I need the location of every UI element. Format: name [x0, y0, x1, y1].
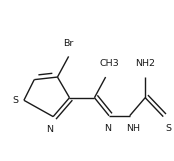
Text: S: S: [166, 124, 172, 133]
Text: N: N: [46, 125, 53, 134]
Text: S: S: [13, 96, 19, 105]
Text: NH2: NH2: [135, 59, 155, 68]
Text: N: N: [104, 124, 111, 133]
Text: CH3: CH3: [99, 59, 119, 68]
Text: Br: Br: [64, 39, 74, 48]
Text: NH: NH: [126, 124, 140, 133]
